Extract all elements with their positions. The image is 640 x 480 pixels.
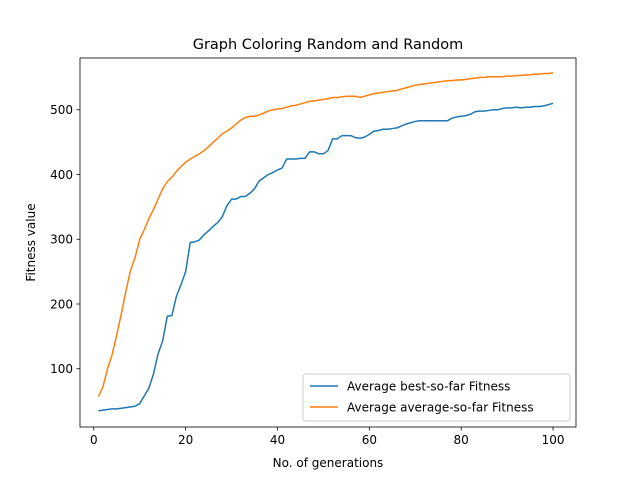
legend-label-average: Average average-so-far Fitness xyxy=(347,401,534,415)
y-tick-label: 500 xyxy=(50,103,73,117)
chart-title: Graph Coloring Random and Random xyxy=(193,37,464,53)
plot-frame xyxy=(79,57,577,428)
series-line-best-so-far xyxy=(98,102,554,412)
legend: Average best-so-far Fitness Average aver… xyxy=(302,373,571,422)
x-tick-label: 80 xyxy=(454,433,469,447)
x-tick-label: 40 xyxy=(270,433,285,447)
series-lines xyxy=(97,72,554,412)
y-tick-label: 200 xyxy=(50,297,73,311)
x-tick-label: 0 xyxy=(90,433,98,447)
x-axis-ticks: 0 20 40 60 80 100 xyxy=(90,427,565,447)
x-tick-label: 100 xyxy=(542,433,565,447)
y-tick-label: 400 xyxy=(50,168,73,182)
series-line-average-so-far xyxy=(97,72,554,397)
x-tick-label: 60 xyxy=(362,433,377,447)
legend-label-best: Average best-so-far Fitness xyxy=(347,380,510,394)
x-axis-title: No. of generations xyxy=(273,456,384,470)
y-axis-ticks: 100 200 300 400 500 xyxy=(50,103,80,376)
y-tick-label: 100 xyxy=(50,362,73,376)
legend-box xyxy=(302,373,571,422)
y-tick-label: 300 xyxy=(50,233,73,247)
x-tick-label: 20 xyxy=(178,433,193,447)
y-axis-title: Fitness value xyxy=(24,203,38,281)
